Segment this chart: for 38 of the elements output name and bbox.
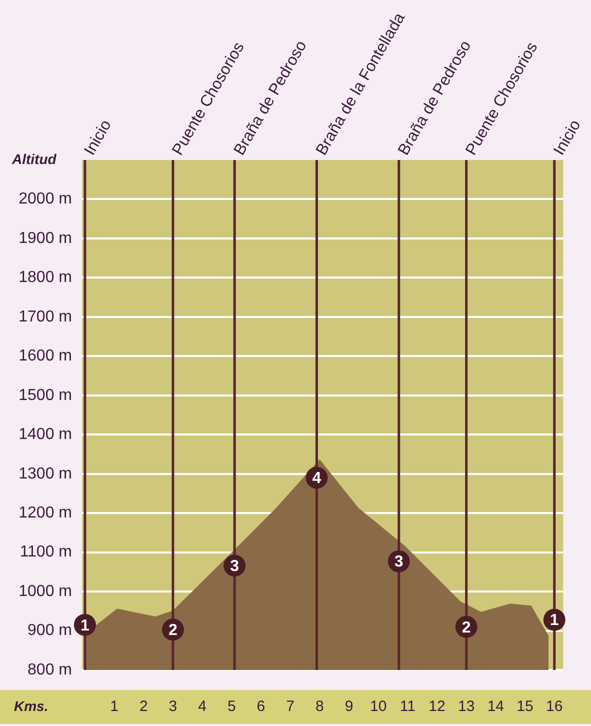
y-tick-label: 2000 m bbox=[18, 190, 72, 208]
x-tick-label: 11 bbox=[400, 698, 416, 716]
x-tick-label: 4 bbox=[198, 698, 206, 716]
annotation: 3 bbox=[394, 554, 404, 571]
x-tick-label: 5 bbox=[227, 698, 236, 716]
y-tick-label: 800 m bbox=[28, 661, 72, 678]
annotation: 1 bbox=[80, 617, 90, 634]
x-tick-label: 7 bbox=[286, 698, 294, 716]
x-tick-label: 6 bbox=[256, 698, 266, 716]
x-tick-label: 9 bbox=[344, 698, 354, 716]
annotation: 3 bbox=[230, 558, 240, 576]
y-tick-label: 1600 m bbox=[18, 348, 72, 365]
x-tick-label: 10 bbox=[370, 698, 387, 716]
x-axis-title: Kms. bbox=[14, 698, 48, 714]
y-tick-label: 1100 m bbox=[20, 544, 72, 561]
x-tick-label: 8 bbox=[315, 698, 324, 716]
y-tick-label: 1500 m bbox=[18, 386, 72, 404]
x-tick-label: 15 bbox=[516, 698, 534, 716]
x-tick-label: 13 bbox=[458, 698, 475, 716]
y-tick-label: 1700 m bbox=[18, 308, 72, 326]
y-tick-label: 1000 m bbox=[18, 582, 72, 600]
annotation: 2 bbox=[168, 622, 178, 639]
x-tick-label: 12 bbox=[428, 698, 446, 716]
x-tick-label: 2 bbox=[139, 698, 148, 716]
x-tick-label: 3 bbox=[168, 698, 178, 716]
annotation: 1 bbox=[550, 612, 559, 630]
y-tick-label: 1200 m bbox=[18, 504, 72, 522]
y-axis-title: Altitud bbox=[11, 150, 57, 167]
y-tick-label: 1900 m bbox=[18, 230, 72, 247]
y-tick-label: 1800 m bbox=[18, 269, 72, 286]
y-tick-label: 1400 m bbox=[18, 426, 72, 444]
x-tick-label: 1 bbox=[110, 698, 118, 716]
y-tick-label: 1300 m bbox=[18, 465, 72, 482]
annotation: 2 bbox=[462, 619, 471, 636]
x-tick-label: 14 bbox=[487, 698, 504, 716]
y-tick-label: 900 m bbox=[28, 622, 72, 640]
annotation: 4 bbox=[312, 470, 322, 488]
x-tick-label: 16 bbox=[546, 698, 563, 716]
